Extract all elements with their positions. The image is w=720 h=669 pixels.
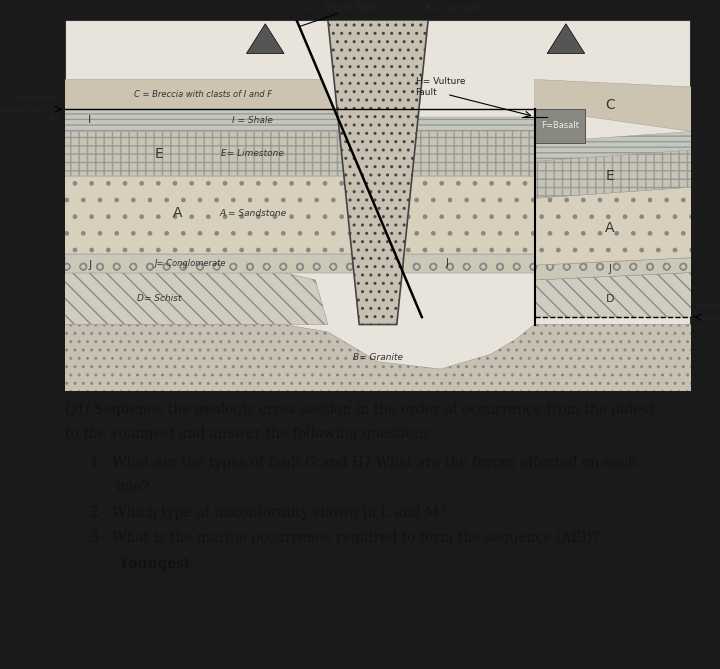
Polygon shape (534, 272, 691, 317)
Text: D: D (606, 294, 614, 304)
Polygon shape (65, 254, 395, 272)
Polygon shape (65, 109, 343, 131)
Text: I = Shale: I = Shale (233, 116, 273, 125)
Polygon shape (397, 254, 534, 272)
Text: 2-  Which type of unconformity shown in L and M?: 2- Which type of unconformity shown in L… (90, 506, 446, 520)
Text: H= Vulture
Fault: H= Vulture Fault (415, 77, 465, 96)
Text: E= Limestone: E= Limestone (221, 149, 284, 159)
Text: Q1/ Sequence the geologic cross section in the order of occurrence from the olde: Q1/ Sequence the geologic cross section … (65, 403, 654, 417)
Text: J: J (89, 260, 91, 270)
Text: A: A (173, 206, 182, 220)
Text: I: I (89, 115, 91, 125)
Text: J= Conglomerate: J= Conglomerate (154, 259, 226, 268)
Polygon shape (534, 258, 691, 280)
Text: G = Eagle Fault: G = Eagle Fault (302, 3, 378, 13)
Text: Erosional
unconformity
= M: Erosional unconformity = M (0, 94, 58, 124)
Text: D= Schist: D= Schist (137, 294, 181, 303)
Polygon shape (328, 20, 428, 324)
Text: F=Basalt: F=Basalt (541, 121, 579, 130)
Polygon shape (534, 80, 691, 131)
Polygon shape (534, 109, 585, 142)
Polygon shape (412, 131, 534, 176)
Polygon shape (65, 80, 334, 109)
Polygon shape (534, 131, 691, 161)
Polygon shape (65, 272, 328, 324)
Text: B= Granite: B= Granite (353, 353, 403, 363)
Text: K= Canyon: K= Canyon (426, 3, 480, 13)
Text: A = Sandstone: A = Sandstone (219, 209, 287, 217)
Text: Youngest: Youngest (90, 557, 190, 571)
Polygon shape (534, 150, 691, 198)
Polygon shape (246, 24, 284, 54)
Text: C: C (605, 98, 615, 112)
Text: J: J (608, 264, 611, 274)
Text: one?: one? (90, 480, 149, 494)
Text: E: E (154, 147, 163, 161)
Polygon shape (534, 187, 691, 265)
Polygon shape (547, 24, 585, 54)
Text: to the youngest and answer the following questions.: to the youngest and answer the following… (65, 427, 434, 441)
Polygon shape (404, 176, 534, 254)
Text: A: A (605, 221, 614, 235)
Text: J: J (446, 258, 449, 268)
Polygon shape (417, 116, 534, 131)
Polygon shape (65, 176, 395, 254)
Text: 3-  What is the marine occurrence required to form the sequence (AEI)?: 3- What is the marine occurrence require… (90, 530, 600, 545)
Polygon shape (65, 20, 691, 391)
Polygon shape (65, 131, 362, 176)
Polygon shape (65, 324, 691, 391)
Text: 1-  What are the types of fault G and H? What are the forces effected on each: 1- What are the types of fault G and H? … (90, 456, 636, 470)
Text: Erosional
unconformity
= L: Erosional unconformity = L (698, 302, 720, 332)
Text: E: E (606, 169, 614, 183)
Text: C = Breccia with clasts of I and F: C = Breccia with clasts of I and F (133, 90, 271, 99)
